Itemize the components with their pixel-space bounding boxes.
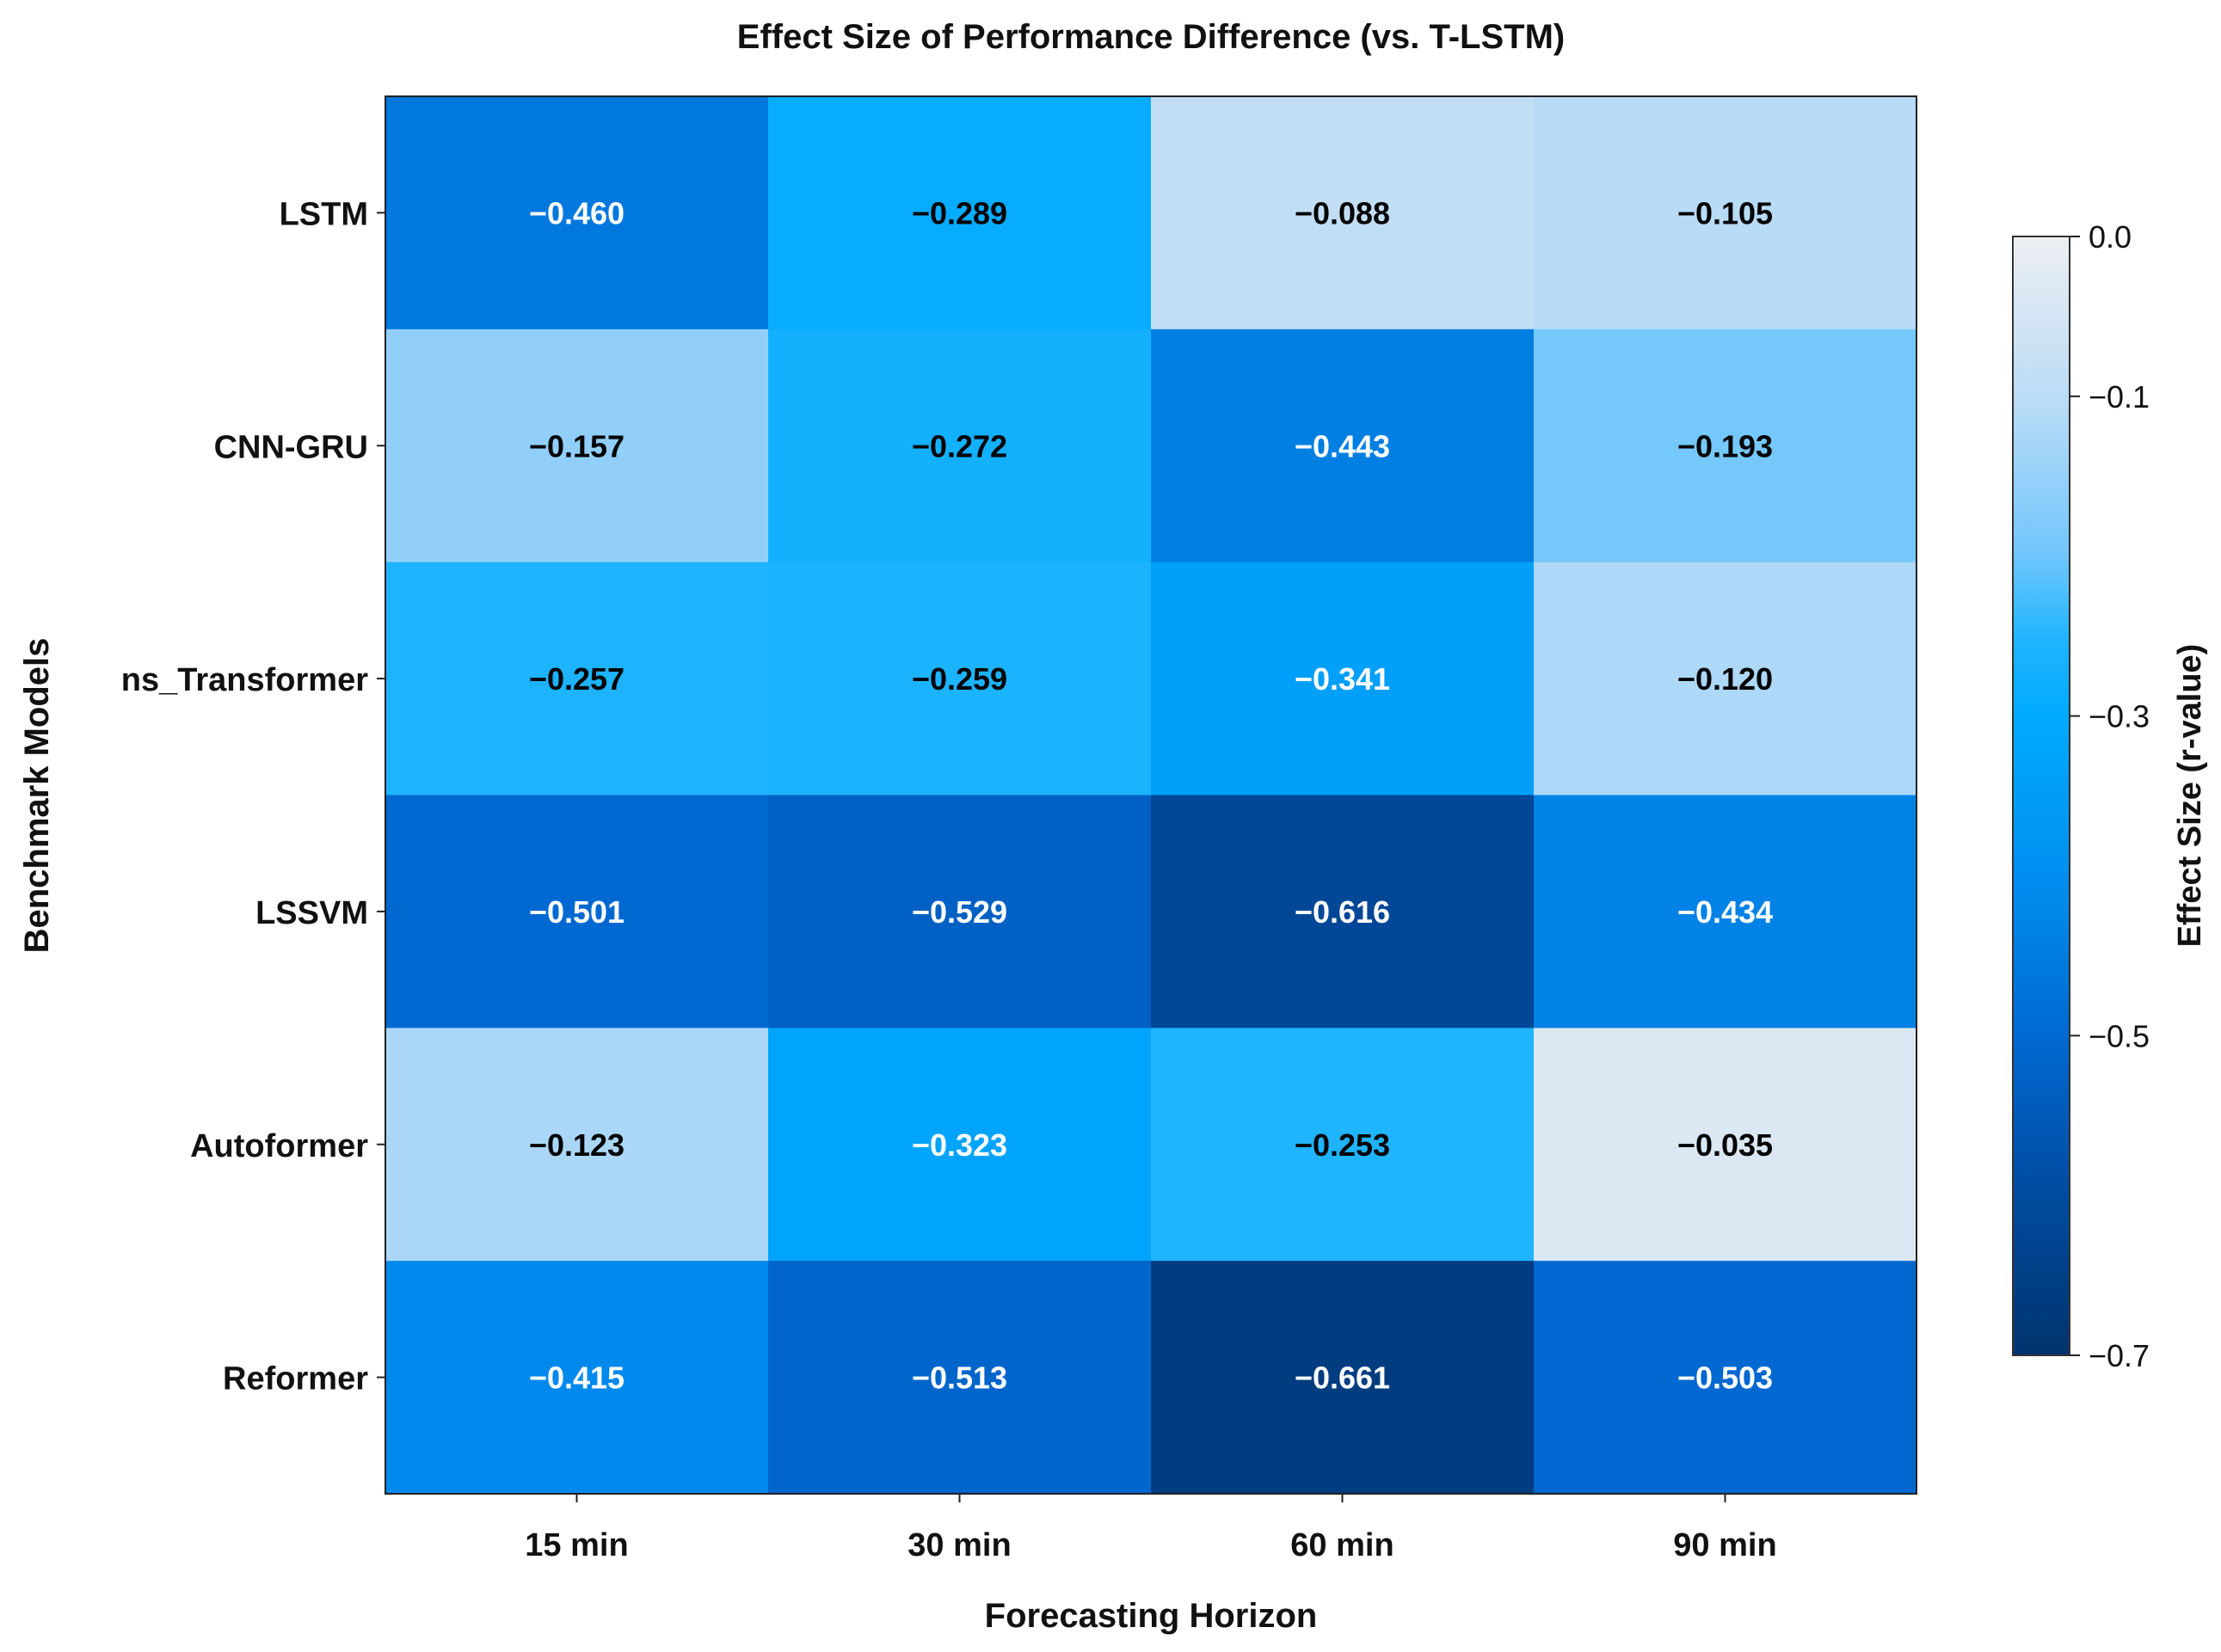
cell-value-label: −0.503 [1677,1360,1773,1396]
cell-value-label: −0.434 [1677,894,1773,930]
colorbar-label: Effect Size (r-value) [2172,644,2208,948]
cell-value-label: −0.513 [912,1360,1007,1396]
y-tick-label: Reformer [223,1361,368,1397]
y-axis-label: Benchmark Models [18,638,56,954]
y-tick-label: ns_Transformer [121,662,368,698]
cell-value-label: −0.323 [912,1127,1007,1163]
heatmap-cell [1151,1261,1535,1495]
x-axis-label: Forecasting Horizon [985,1597,1318,1635]
heatmap-cell [1151,795,1535,1029]
colorbar-tick-label: −0.7 [2089,1338,2150,1373]
cell-value-label: −0.120 [1677,661,1773,697]
heatmap-cell [768,1261,1152,1495]
y-tick-label: Autoformer [190,1128,368,1164]
y-tick-label: CNN-GRU [214,429,368,465]
cell-value-label: −0.272 [912,428,1007,464]
cell-value-label: −0.529 [912,894,1007,930]
colorbar-ticks: 0.0 −0.1 −0.3 −0.5 −0.7 [2070,219,2150,1373]
cell-value-label: −0.193 [1677,428,1773,464]
heatmap-cell [1534,96,1917,330]
heatmap-cell [1534,1028,1917,1262]
x-axis: 15 min 30 min 60 min 90 min [525,1494,1777,1563]
colorbar-tick-label: 0.0 [2089,219,2132,255]
heatmap-cell [768,96,1152,330]
heatmap-cell [1151,329,1535,563]
cell-value-label: −0.460 [529,195,624,230]
chart-title: Effect Size of Performance Difference (v… [737,18,1565,56]
colorbar-tick-label: −0.5 [2089,1018,2150,1053]
cell-value-label: −0.415 [529,1360,624,1396]
heatmap-cell [1534,1261,1917,1495]
cell-value-label: −0.035 [1677,1127,1773,1163]
cell-value-label: −0.257 [529,661,624,697]
y-tick-label: LSSVM [255,895,368,931]
cell-value-label: −0.443 [1295,428,1390,464]
heatmap-cell [385,329,769,563]
cell-value-label: −0.501 [529,894,624,930]
heatmap-cell [385,1028,769,1262]
heatmap-cell [768,795,1152,1029]
cell-value-label: −0.341 [1295,661,1390,697]
heatmap-cell [768,562,1152,795]
heatmap-cell [768,329,1152,563]
y-axis: LSTM CNN-GRU ns_Transformer LSSVM Autoformer… [121,196,385,1397]
heatmap-cell [1534,562,1917,795]
heatmap-cell [385,1261,769,1495]
cell-value-label: −0.253 [1295,1127,1390,1163]
heatmap-cell [1151,96,1535,330]
heatmap-cell [1534,329,1917,563]
y-tick-label: LSTM [280,196,368,232]
cell-value-label: −0.123 [529,1127,624,1163]
heatmap-cells: −0.460 −0.289 −0.088 −0.105 −0.157 −0.272 −0.4… [385,96,1917,1495]
cell-value-label: −0.289 [912,195,1007,230]
cell-value-label: −0.259 [912,661,1007,697]
heatmap-cell [1151,1028,1535,1262]
colorbar [2012,236,2070,1356]
heatmap-cell [768,1028,1152,1262]
x-tick-label: 15 min [525,1527,628,1563]
heatmap-cell [385,562,769,795]
x-tick-label: 30 min [907,1527,1011,1563]
x-tick-label: 90 min [1673,1527,1776,1563]
plot-frame [385,95,1917,1495]
x-tick-label: 60 min [1290,1527,1394,1563]
cell-value-label: −0.157 [529,428,624,464]
heatmap-cell [385,795,769,1029]
cell-value-label: −0.105 [1677,195,1773,230]
heatmap-cell [385,96,769,330]
cell-value-label: −0.661 [1295,1360,1390,1396]
colorbar-tick-label: −0.1 [2089,379,2150,415]
cell-value-label: −0.088 [1295,195,1390,230]
heatmap-cell [1151,562,1535,795]
cell-value-label: −0.616 [1295,894,1390,930]
colorbar-tick-label: −0.3 [2089,699,2150,734]
heatmap-cell [1534,795,1917,1029]
